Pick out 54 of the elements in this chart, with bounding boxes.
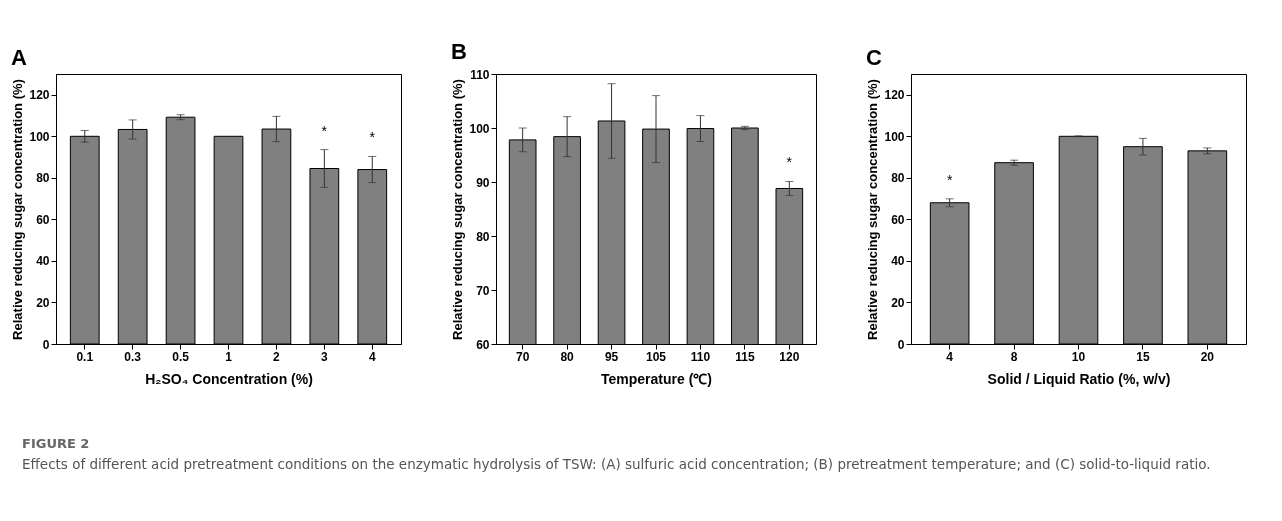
x-tick-label: 110: [690, 349, 711, 364]
y-tick-label: 100: [29, 129, 50, 144]
y-tick-label: 100: [469, 121, 490, 136]
y-axis-title: Relative reducing sugar concentration (%): [865, 79, 881, 340]
x-tick-label: 2: [273, 349, 281, 364]
caption: FIGURE 2: [22, 435, 91, 453]
x-axis-title: Solid / Liquid Ratio (%, w/v): [987, 370, 1171, 387]
x-tick-label: 105: [645, 349, 667, 364]
y-tick-label: 0: [42, 337, 50, 352]
x-tick-label: 70: [515, 349, 530, 364]
x-tick-label: 8: [1010, 349, 1018, 364]
x-tick-label: 0.1: [76, 349, 94, 364]
y-tick-label: 20: [36, 295, 50, 310]
y-tick-label: 60: [36, 212, 50, 227]
y-tick-label: 80: [36, 171, 50, 186]
y-tick-label: 110: [470, 67, 490, 82]
x-tick-label: 0.3: [124, 349, 142, 364]
y-tick-label: 60: [891, 212, 905, 227]
y-tick-label: 90: [476, 175, 490, 190]
y-tick-label: 40: [891, 254, 905, 269]
x-axis-title: H₂SO₄ Concentration (%): [145, 370, 313, 387]
x-tick-label: 15: [1136, 349, 1150, 364]
x-tick-label: 3: [320, 349, 328, 364]
y-tick-label: 20: [891, 295, 905, 310]
y-tick-label: 100: [884, 129, 905, 144]
y-tick-label: 70: [476, 283, 490, 298]
text: Effects of different acid pretreatment conditions on the enzymatic hydrolysis of TSW: (A) sulfuric acid concentration; (B) pretreatment temperature; and (C) solid-to-liquid ratio.: [22, 455, 1212, 474]
annotation: *: [946, 171, 953, 188]
chart-title: B: [451, 39, 467, 64]
y-tick-label: 120: [29, 88, 50, 103]
y-tick-label: 80: [476, 229, 490, 244]
y-tick-label: 120: [884, 88, 905, 103]
x-tick-label: 80: [560, 349, 575, 364]
x-tick-label: 10: [1071, 349, 1086, 364]
annotation: *: [369, 129, 376, 146]
chart-title: A: [11, 45, 27, 70]
x-tick-label: 95: [604, 349, 619, 364]
x-axis-title: Temperature (℃): [601, 370, 712, 387]
y-tick-label: 40: [36, 254, 50, 269]
annotation: *: [321, 122, 328, 139]
x-tick-label: 0.5: [172, 349, 190, 364]
chart-title: C: [866, 45, 882, 70]
y-axis-title: Relative reducing sugar concentration (%): [450, 79, 466, 340]
x-tick-label: 4: [946, 349, 954, 364]
y-axis-title: Relative reducing sugar concentration (%): [10, 79, 26, 340]
y-tick-label: 80: [891, 171, 905, 186]
x-tick-label: 115: [735, 349, 755, 364]
x-tick-label: 4: [368, 349, 376, 364]
x-tick-label: 1: [225, 349, 233, 364]
y-tick-label: 0: [897, 337, 905, 352]
annotation: *: [786, 154, 793, 171]
x-tick-label: 20: [1200, 349, 1215, 364]
y-tick-label: 60: [476, 337, 490, 352]
x-tick-label: 120: [779, 349, 800, 364]
